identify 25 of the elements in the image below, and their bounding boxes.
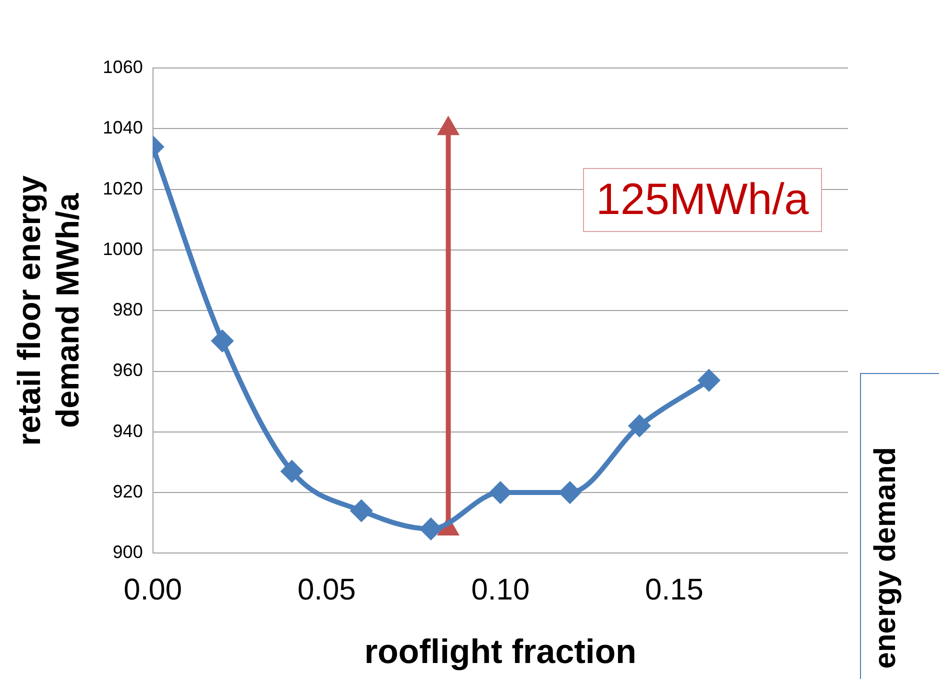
- x-tick-label: 0.05: [297, 573, 356, 606]
- y-tick-label: 940: [112, 420, 143, 441]
- point: [212, 330, 233, 352]
- point: [559, 482, 580, 504]
- x-tick-label: 0.15: [645, 573, 704, 606]
- point: [281, 460, 302, 482]
- y-tick-label: 900: [112, 542, 143, 562]
- x-axis-title: rooflight fraction: [364, 632, 636, 671]
- y-tick-label: 960: [112, 360, 143, 380]
- point: [628, 415, 650, 436]
- x-tick-label: 0.10: [471, 573, 530, 606]
- y-tick-label: 980: [112, 300, 143, 320]
- point: [420, 518, 442, 540]
- y-tick-label: 920: [112, 482, 143, 502]
- y-tick-label: 1040: [102, 118, 143, 138]
- y-tick-label: 1020: [102, 178, 143, 198]
- y-tick-label: 1000: [102, 238, 143, 259]
- y-tick-label: 1060: [102, 56, 143, 77]
- x-tick-label: 0.00: [124, 573, 182, 606]
- point: [350, 500, 372, 522]
- annotation: 125MWh/a: [583, 168, 822, 232]
- text: energy demand: [869, 447, 903, 669]
- point: [490, 482, 511, 504]
- y-axis-title: retail floor energy demand MWh/a: [11, 175, 86, 446]
- point: [698, 370, 720, 391]
